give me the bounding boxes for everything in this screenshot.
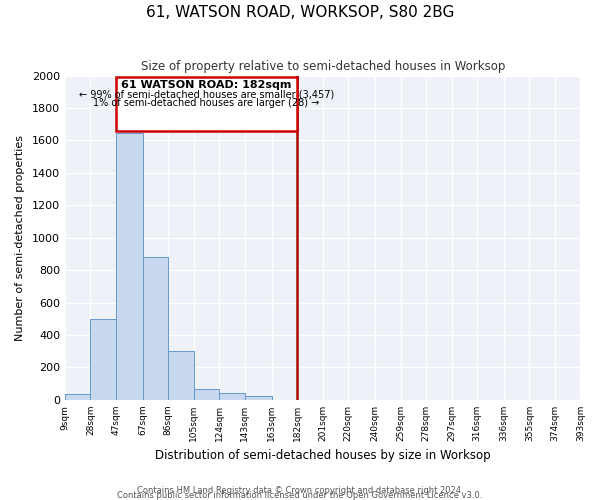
- Text: Contains HM Land Registry data © Crown copyright and database right 2024.: Contains HM Land Registry data © Crown c…: [137, 486, 463, 495]
- Bar: [91, 319, 116, 400]
- Y-axis label: Number of semi-detached properties: Number of semi-detached properties: [15, 134, 25, 340]
- Bar: [194, 388, 220, 400]
- Bar: [220, 394, 245, 400]
- Bar: [169, 352, 194, 400]
- Text: Contains public sector information licensed under the Open Government Licence v3: Contains public sector information licen…: [118, 490, 482, 500]
- Bar: [116, 133, 143, 400]
- Text: 61, WATSON ROAD, WORKSOP, S80 2BG: 61, WATSON ROAD, WORKSOP, S80 2BG: [146, 5, 454, 20]
- Bar: [143, 257, 169, 400]
- FancyBboxPatch shape: [116, 77, 297, 130]
- X-axis label: Distribution of semi-detached houses by size in Worksop: Distribution of semi-detached houses by …: [155, 450, 491, 462]
- Bar: [245, 396, 272, 400]
- Text: 61 WATSON ROAD: 182sqm: 61 WATSON ROAD: 182sqm: [121, 80, 292, 90]
- Text: 1% of semi-detached houses are larger (28) →: 1% of semi-detached houses are larger (2…: [94, 98, 320, 108]
- Title: Size of property relative to semi-detached houses in Worksop: Size of property relative to semi-detach…: [140, 60, 505, 73]
- Bar: [65, 394, 91, 400]
- Text: ← 99% of semi-detached houses are smaller (3,457): ← 99% of semi-detached houses are smalle…: [79, 90, 334, 100]
